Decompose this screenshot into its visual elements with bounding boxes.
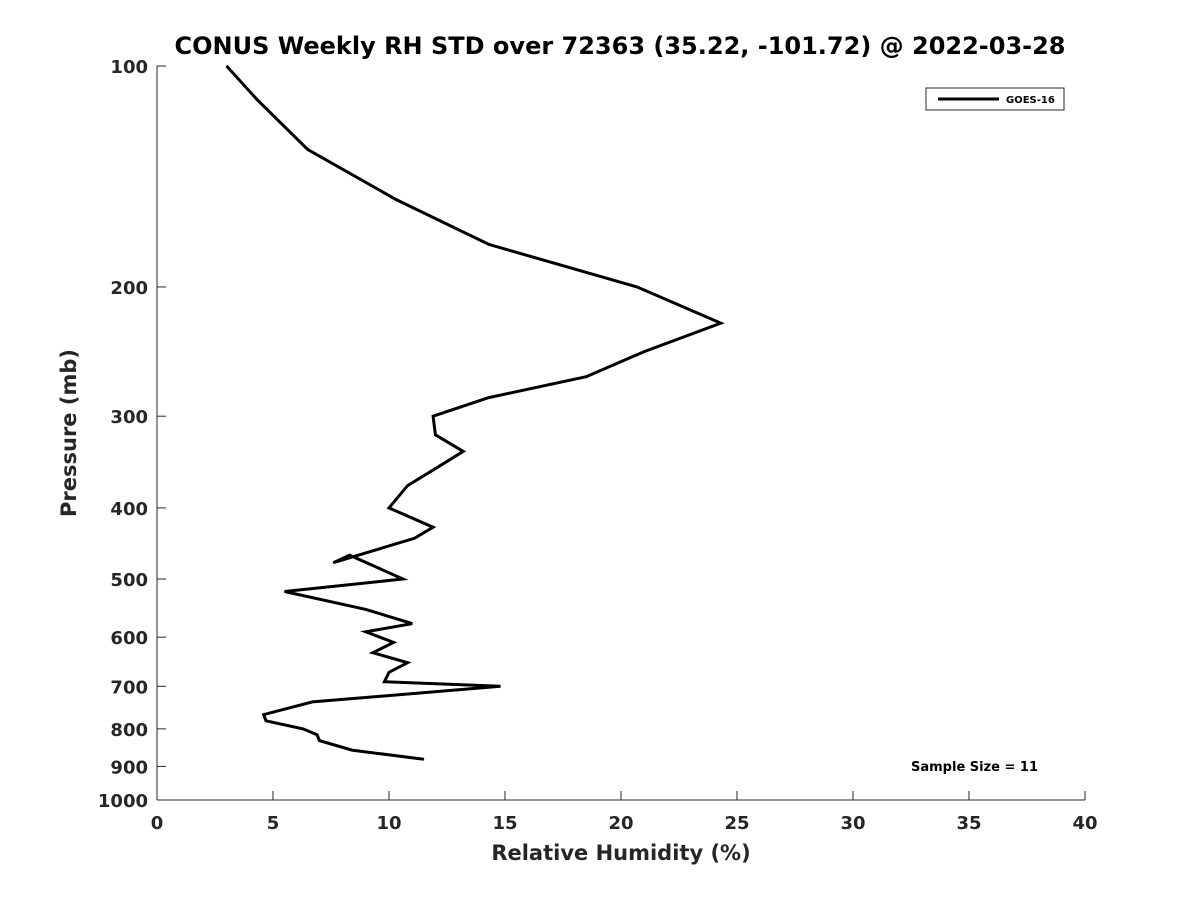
sample-size-annotation: Sample Size = 11 bbox=[911, 760, 1038, 775]
data-point bbox=[643, 351, 645, 353]
y-tick-label: 1000 bbox=[98, 791, 148, 812]
data-point bbox=[407, 662, 409, 664]
data-point bbox=[411, 623, 413, 625]
series-line-0 bbox=[225, 64, 725, 761]
x-tick-label: 25 bbox=[724, 813, 749, 834]
data-point bbox=[720, 322, 722, 324]
data-point bbox=[302, 728, 304, 730]
x-tick-label: 40 bbox=[1072, 813, 1097, 834]
y-tick-label: 500 bbox=[110, 570, 148, 591]
data-point bbox=[414, 537, 415, 539]
legend: GOES-16 bbox=[925, 87, 1065, 111]
data-point bbox=[365, 608, 367, 610]
data-point bbox=[434, 434, 436, 436]
y-tick-label: 900 bbox=[110, 757, 148, 778]
series-group bbox=[225, 64, 725, 761]
data-point bbox=[265, 720, 267, 722]
y-tick-label: 600 bbox=[110, 628, 148, 649]
x-tick-label: 5 bbox=[267, 813, 280, 834]
x-tick-label: 0 bbox=[151, 813, 164, 834]
data-point bbox=[388, 507, 390, 509]
data-point bbox=[395, 199, 397, 200]
data-point bbox=[372, 652, 374, 654]
data-point bbox=[423, 758, 425, 760]
data-point bbox=[402, 578, 404, 580]
data-point bbox=[365, 631, 367, 633]
data-point bbox=[388, 671, 390, 673]
data-point bbox=[316, 734, 318, 736]
data-point bbox=[437, 466, 439, 468]
data-point bbox=[263, 714, 265, 716]
data-point bbox=[393, 641, 395, 643]
data-point bbox=[499, 685, 501, 687]
data-point bbox=[383, 681, 385, 683]
y-tick-label: 100 bbox=[110, 57, 148, 78]
y-tick-label: 700 bbox=[110, 677, 148, 698]
data-point bbox=[256, 98, 258, 100]
y-tick-label: 400 bbox=[110, 499, 148, 520]
data-point bbox=[307, 149, 309, 151]
y-axis-label: Pressure (mb) bbox=[57, 349, 81, 517]
x-tick-label: 30 bbox=[840, 813, 865, 834]
data-point bbox=[432, 526, 434, 528]
x-tick-label: 35 bbox=[956, 813, 981, 834]
chart-title: CONUS Weekly RH STD over 72363 (35.22, -… bbox=[174, 32, 1065, 60]
legend-label: GOES-16 bbox=[1006, 95, 1055, 106]
data-point bbox=[226, 65, 228, 67]
data-point bbox=[585, 376, 587, 378]
data-point bbox=[332, 562, 334, 564]
x-axis-ticks: 0 5 10 15 20 25 30 35 40 bbox=[151, 791, 1098, 834]
data-point bbox=[318, 740, 320, 742]
y-axis-ticks: 100 200 300 400 500 600 700 800 900 1000 bbox=[98, 57, 166, 812]
y-tick-label: 300 bbox=[110, 407, 148, 428]
data-point bbox=[488, 243, 490, 245]
data-point bbox=[636, 286, 638, 288]
data-point bbox=[284, 591, 286, 592]
x-axis-label: Relative Humidity (%) bbox=[491, 841, 750, 865]
y-tick-label: 200 bbox=[110, 278, 148, 299]
x-tick-label: 15 bbox=[492, 813, 517, 834]
x-tick-label: 10 bbox=[376, 813, 401, 834]
y-tick-label: 800 bbox=[110, 720, 148, 741]
data-point bbox=[407, 485, 409, 487]
x-tick-label: 20 bbox=[608, 813, 633, 834]
data-point bbox=[351, 749, 353, 751]
data-point bbox=[488, 397, 490, 399]
data-point bbox=[432, 415, 434, 417]
data-point bbox=[462, 450, 464, 452]
data-point bbox=[311, 701, 313, 703]
data-point bbox=[349, 554, 351, 556]
